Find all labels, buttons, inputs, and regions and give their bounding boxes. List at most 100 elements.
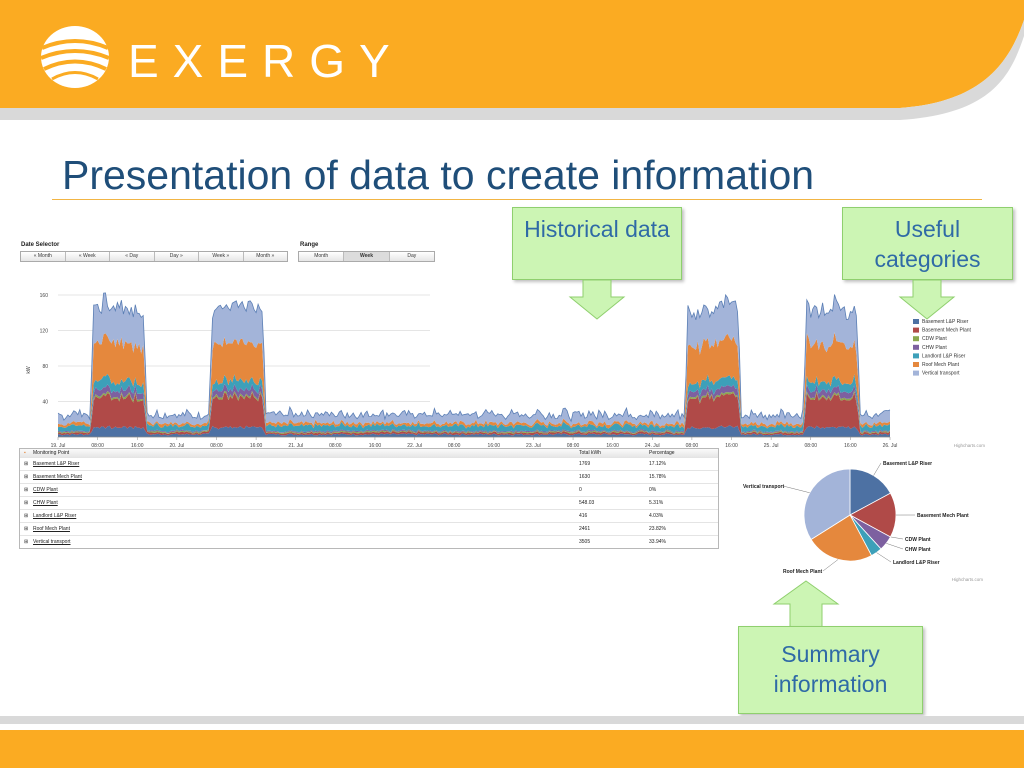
prev-month-button[interactable]: « Month [21, 252, 66, 261]
legend-swatch [913, 344, 919, 350]
monitoring-point-link[interactable]: Basement L&P Riser [33, 461, 80, 467]
monitoring-point-link[interactable]: Vertical transport [33, 539, 71, 545]
x-tick-label: 16:00 [844, 443, 857, 449]
expand-icon[interactable]: ⊞ [24, 487, 29, 493]
percentage-value: 4.03% [649, 513, 664, 519]
date-selector-buttons: « Month « Week « Day Day » Week » Month … [20, 251, 288, 262]
legend-item: Vertical transport [922, 371, 960, 377]
callout-useful-categories: Useful categories [842, 207, 1013, 280]
percentage-value: 17.12% [649, 461, 666, 467]
legend-swatch [913, 319, 919, 324]
table-header-row: ▪ Monitoring Point Total kWh Percentage [20, 449, 718, 458]
arrow-down-icon [898, 279, 956, 320]
table-row: ⊞ CHW Plant 548.03 5.31% [20, 497, 718, 510]
area-outline [57, 292, 891, 423]
range-month-button[interactable]: Month [299, 252, 345, 261]
y-tick-label: 160 [40, 293, 49, 299]
x-tick-label: 08:00 [448, 443, 461, 449]
expand-icon[interactable]: ⊞ [24, 461, 29, 467]
total-kwh-value: 0 [579, 487, 582, 493]
x-tick-label: 08:00 [210, 443, 223, 449]
y-tick-label: 80 [42, 364, 48, 370]
range-label: Range [300, 242, 319, 248]
percentage-value: 33.94% [649, 539, 666, 545]
stacked-area-chart: 40 80 120 160 kW 19. Jul 08:00 16:00 20. Jul 08:0… [26, 292, 986, 449]
expand-icon[interactable]: ⊞ [24, 526, 29, 532]
pie-connector [886, 543, 904, 550]
monitoring-point-link[interactable]: Landlord L&P Riser [33, 513, 77, 519]
expand-icon[interactable]: ⊞ [24, 500, 29, 506]
total-kwh-value: 416 [579, 513, 588, 519]
legend-item: CHW Plant [922, 345, 947, 351]
range-week-button[interactable]: Week [344, 252, 390, 261]
pie-slice [849, 468, 892, 516]
legend-swatch [913, 327, 919, 333]
table-icon: ▪ [24, 450, 26, 456]
expand-icon[interactable]: ⊞ [24, 474, 29, 480]
pie-connector [890, 536, 904, 540]
next-day-button[interactable]: Day » [154, 252, 199, 261]
table-row: ⊞ CDW Plant 0 0% [20, 484, 718, 497]
prev-day-button[interactable]: « Day [110, 252, 155, 261]
next-week-button[interactable]: Week » [199, 252, 244, 261]
expand-icon[interactable]: ⊞ [24, 513, 29, 519]
x-tick-label: 08:00 [805, 443, 818, 449]
chart-credit: Highcharts.com [954, 443, 986, 448]
legend-swatch [913, 362, 919, 367]
range-day-button[interactable]: Day [389, 252, 434, 261]
pie-slice [810, 514, 873, 562]
table-row: ⊞ Roof Mech Plant 2461 23.82% [20, 523, 718, 536]
x-tick-label: 08:00 [686, 443, 699, 449]
x-tick-label: 19. Jul [51, 443, 66, 449]
total-kwh-value: 1630 [579, 474, 591, 480]
table-row: ⊞ Basement L&P Riser 1769 17.12% [20, 458, 718, 471]
monitoring-point-link[interactable]: CHW Plant [33, 500, 58, 506]
x-tick-label: 16:00 [250, 443, 263, 449]
pie-connector [782, 485, 810, 494]
pie-connector [876, 552, 892, 563]
exergy-logo-icon [40, 26, 110, 88]
table-row: ⊞ Basement Mech Plant 1630 15.78% [20, 471, 718, 484]
monitoring-point-link[interactable]: CDW Plant [33, 487, 58, 493]
x-tick-label: 24. Jul [645, 443, 660, 449]
pie-credit: Highcharts.com [952, 577, 984, 582]
slide-title: Presentation of data to create informati… [62, 152, 815, 198]
date-selector-label: Date Selector [21, 242, 60, 248]
percentage-value: 23.82% [649, 526, 666, 532]
x-tick-label: 26. Jul [883, 443, 898, 449]
table-row: ⊞ Landlord L&P Riser 416 4.03% [20, 510, 718, 523]
legend-swatch [913, 353, 919, 359]
arrow-up-icon [772, 580, 840, 628]
legend-item: Roof Mech Plant [922, 362, 960, 368]
pie-label: CDW Plant [905, 537, 931, 543]
total-kwh-value: 1769 [579, 461, 591, 467]
percentage-value: 15.78% [649, 474, 666, 480]
expand-icon[interactable]: ⊞ [24, 539, 29, 545]
pie-connector [873, 462, 882, 476]
header-percentage: Percentage [649, 450, 675, 456]
percentage-value: 5.31% [649, 500, 664, 506]
monitoring-point-link[interactable]: Basement Mech Plant [33, 474, 82, 480]
title-divider [52, 199, 982, 200]
pie-connector [822, 559, 839, 572]
header-total-kwh: Total kWh [579, 450, 601, 456]
x-tick-label: 16:00 [131, 443, 144, 449]
area-series [58, 425, 890, 437]
percentage-value: 0% [649, 487, 657, 493]
callout-historical-data: Historical data [512, 207, 682, 280]
pie-label: Basement Mech Plant [917, 513, 969, 519]
x-tick-label: 22. Jul [407, 443, 422, 449]
next-month-button[interactable]: Month » [243, 252, 287, 261]
x-tick-label: 21. Jul [288, 443, 303, 449]
summary-pie-chart: Basement L&P Riser Basement Mech Plant CDW… [743, 461, 984, 582]
y-axis-label: kW [26, 366, 32, 374]
prev-week-button[interactable]: « Week [65, 252, 110, 261]
table-row: ⊞ Vertical transport 3505 33.94% [20, 536, 718, 548]
area-series [58, 292, 890, 427]
x-tick-label: 08:00 [567, 443, 580, 449]
monitoring-point-link[interactable]: Roof Mech Plant [33, 526, 70, 532]
area-series [58, 332, 890, 429]
pie-slice [849, 492, 897, 538]
x-tick-label: 25. Jul [764, 443, 779, 449]
y-tick-label: 120 [40, 329, 49, 335]
